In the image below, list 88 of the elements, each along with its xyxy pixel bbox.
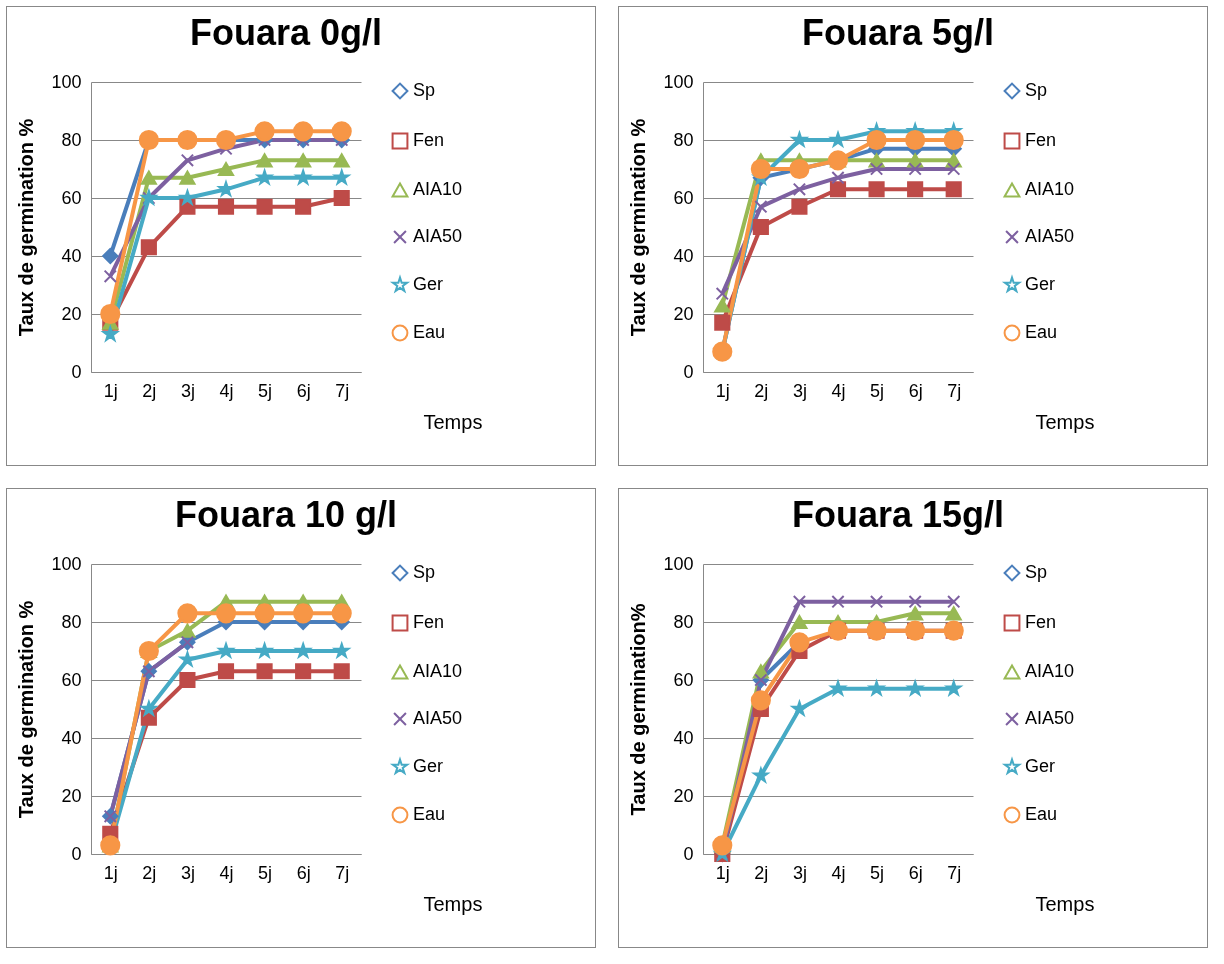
legend-label: AIA50 [413,226,463,246]
y-tick-label: 40 [61,245,82,266]
legend-label: Fen [413,612,445,632]
legend-label: Eau [413,804,446,824]
y-tick-label: 100 [663,553,694,574]
x-tick-label: 6j [296,862,311,883]
x-axis-title: Temps [423,892,483,915]
legend-label: AIA50 [1025,226,1075,246]
legend-label: Sp [413,80,436,100]
y-tick-label: 0 [683,361,694,382]
x-tick-label: 7j [335,380,350,401]
y-tick-label: 100 [51,553,82,574]
x-tick-label: 4j [831,380,846,401]
x-tick-label: 4j [219,862,234,883]
y-tick-label: 40 [673,727,694,748]
y-tick-label: 60 [61,669,82,690]
legend-label: AIA10 [413,179,463,199]
y-tick-label: 20 [673,303,694,324]
y-tick-label: 20 [673,785,694,806]
x-axis-title: Temps [423,410,483,433]
y-tick-label: 100 [663,71,694,92]
legend-label: AIA10 [1025,661,1075,681]
x-tick-label: 1j [103,862,118,883]
x-tick-label: 4j [219,380,234,401]
chart-title: Fouara 5g/l [801,12,995,53]
x-tick-label: 2j [142,380,157,401]
x-tick-label: 5j [870,862,885,883]
y-tick-label: 60 [673,187,694,208]
y-tick-label: 100 [51,71,82,92]
legend-label: Eau [1025,804,1058,824]
x-axis-title: Temps [1035,410,1095,433]
chart-title: Fouara 15g/l [791,494,1005,535]
x-tick-label: 1j [715,862,730,883]
y-tick-label: 20 [61,785,82,806]
x-tick-label: 3j [792,380,807,401]
legend-label: Sp [413,562,436,582]
x-tick-label: 6j [908,862,923,883]
x-tick-label: 7j [947,380,962,401]
legend-label: Ger [1025,756,1056,776]
legend-label: Eau [413,322,446,342]
x-tick-label: 3j [180,862,195,883]
legend-label: Ger [413,756,444,776]
legend-label: AIA50 [1025,708,1075,728]
y-tick-label: 20 [61,303,82,324]
x-tick-label: 1j [103,380,118,401]
x-tick-label: 3j [792,862,807,883]
legend-label: AIA10 [1025,179,1075,199]
legend-label: Sp [1025,562,1048,582]
x-tick-label: 6j [296,380,311,401]
y-tick-label: 60 [61,187,82,208]
legend-label: Fen [413,130,445,150]
x-tick-label: 7j [335,862,350,883]
x-tick-label: 1j [715,380,730,401]
y-tick-label: 0 [683,843,694,864]
y-axis-title: Taux de germination % [15,600,38,819]
y-tick-label: 80 [673,611,694,632]
y-tick-label: 0 [71,843,82,864]
x-tick-label: 2j [754,380,769,401]
legend-label: Eau [1025,322,1058,342]
legend-label: Ger [413,274,444,294]
y-axis-title: Taux de germination % [627,118,650,337]
y-tick-label: 80 [673,129,694,150]
y-tick-label: 0 [71,361,82,382]
chart-title: Fouara 0g/l [189,12,383,53]
x-tick-label: 4j [831,862,846,883]
x-axis-title: Temps [1035,892,1095,915]
x-tick-label: 7j [947,862,962,883]
y-axis-title: Taux de germination% [627,603,650,816]
y-tick-label: 80 [61,129,82,150]
chart-title: Fouara 10 g/l [174,494,398,535]
legend-label: AIA50 [413,708,463,728]
x-tick-label: 2j [754,862,769,883]
y-tick-label: 60 [673,669,694,690]
x-tick-label: 3j [180,380,195,401]
y-tick-label: 80 [61,611,82,632]
y-axis-title: Taux de germination % [15,118,38,337]
x-tick-label: 5j [870,380,885,401]
y-tick-label: 40 [673,245,694,266]
x-tick-label: 5j [258,862,273,883]
legend-label: Fen [1025,612,1057,632]
legend-label: Fen [1025,130,1057,150]
x-tick-label: 6j [908,380,923,401]
y-tick-label: 40 [61,727,82,748]
x-tick-label: 5j [258,380,273,401]
legend-label: AIA10 [413,661,463,681]
legend-label: Sp [1025,80,1048,100]
x-tick-label: 2j [142,862,157,883]
legend-label: Ger [1025,274,1056,294]
